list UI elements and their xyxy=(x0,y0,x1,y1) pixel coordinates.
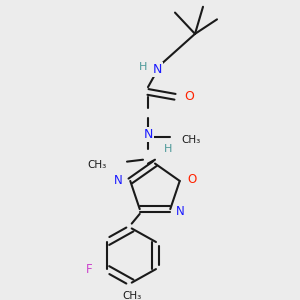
Text: F: F xyxy=(86,262,93,276)
Text: N: N xyxy=(176,205,185,218)
Text: O: O xyxy=(187,172,196,185)
Text: H: H xyxy=(164,144,172,154)
Text: N: N xyxy=(152,63,162,76)
Text: H: H xyxy=(139,62,147,72)
Text: N: N xyxy=(143,128,153,141)
Text: CH₃: CH₃ xyxy=(88,160,107,170)
Text: CH₃: CH₃ xyxy=(182,135,201,145)
Text: CH₃: CH₃ xyxy=(122,291,141,300)
Text: N: N xyxy=(114,175,123,188)
Text: O: O xyxy=(184,90,194,103)
